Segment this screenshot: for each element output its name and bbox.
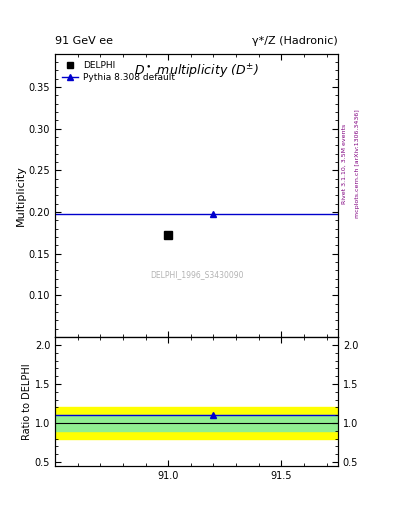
Text: D$^\bullet$ multiplicity ($D^{\pm}$): D$^\bullet$ multiplicity ($D^{\pm}$) xyxy=(134,62,259,80)
Y-axis label: Ratio to DELPHI: Ratio to DELPHI xyxy=(22,363,32,440)
Text: Rivet 3.1.10, 3.5M events: Rivet 3.1.10, 3.5M events xyxy=(342,124,346,204)
Text: 91 GeV ee: 91 GeV ee xyxy=(55,36,113,46)
Text: DELPHI_1996_S3430090: DELPHI_1996_S3430090 xyxy=(150,270,243,279)
Text: mcplots.cern.ch [arXiv:1306.3436]: mcplots.cern.ch [arXiv:1306.3436] xyxy=(355,110,360,218)
Legend: DELPHI, Pythia 8.308 default: DELPHI, Pythia 8.308 default xyxy=(59,58,178,84)
Y-axis label: Multiplicity: Multiplicity xyxy=(16,165,26,226)
Text: γ*/Z (Hadronic): γ*/Z (Hadronic) xyxy=(252,36,338,46)
